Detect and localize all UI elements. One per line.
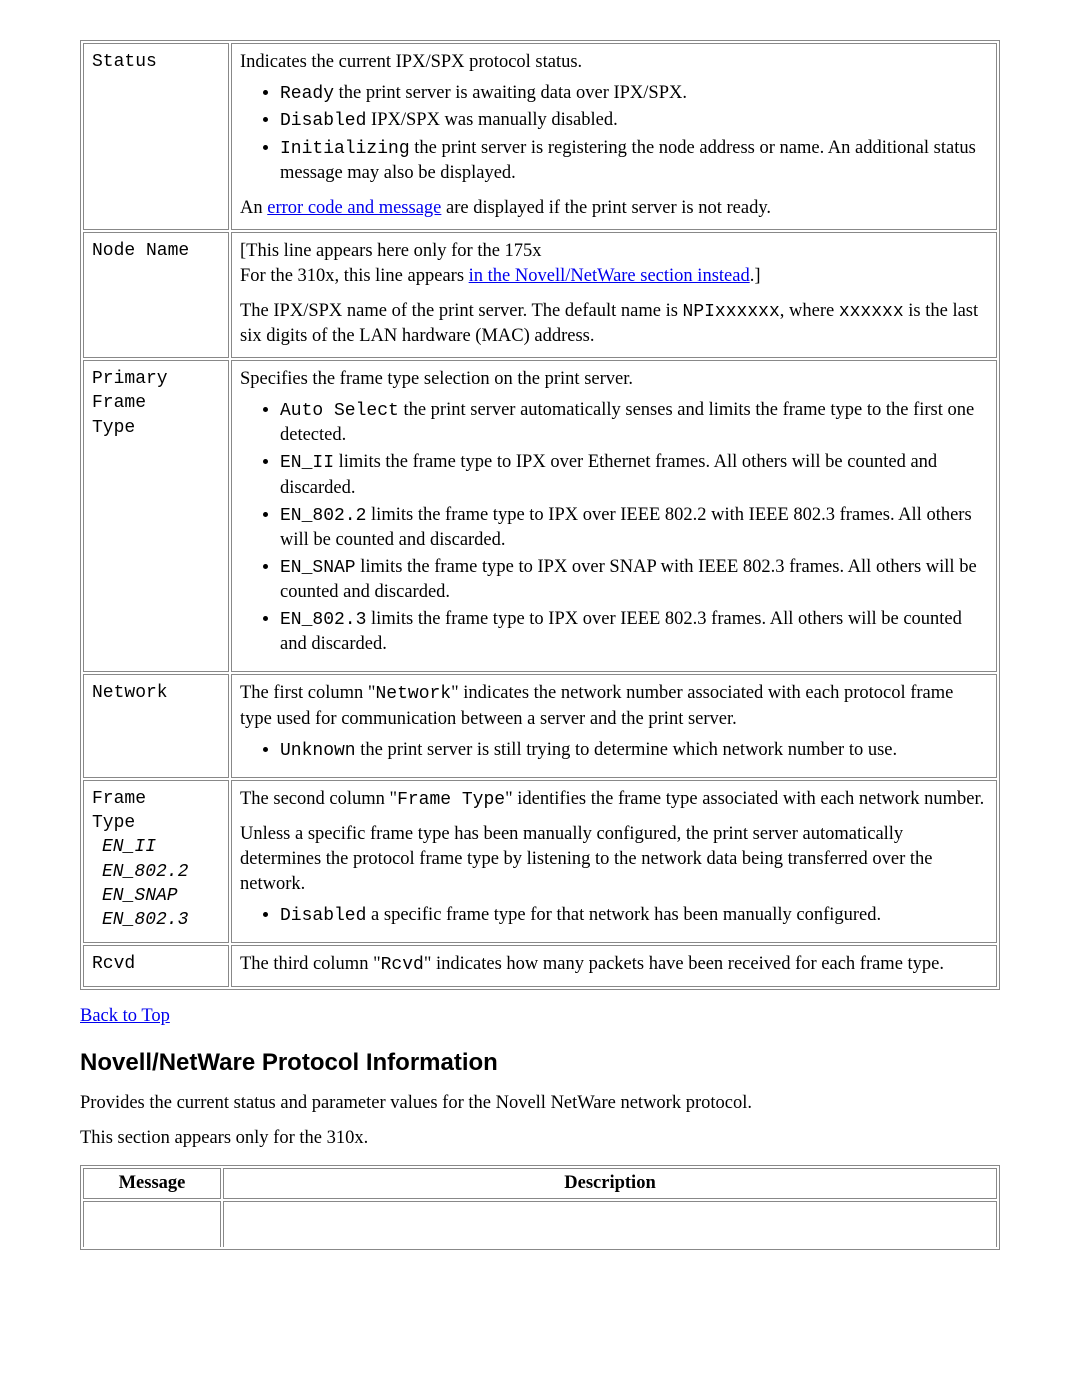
novell-section-link[interactable]: in the Novell/NetWare section instead xyxy=(469,266,750,286)
term-cell: Primary Frame Type xyxy=(83,360,229,672)
table-row: Node Name [This line appears here only f… xyxy=(83,232,997,358)
list-item: Initializing the print server is registe… xyxy=(280,136,988,186)
table-row: Primary Frame Type Specifies the frame t… xyxy=(83,360,997,672)
back-to-top-wrap: Back to Top xyxy=(80,1006,1000,1027)
list-item: Unknown the print server is still trying… xyxy=(280,738,988,763)
desc-intro: Specifies the frame type selection on th… xyxy=(240,369,633,389)
table-row xyxy=(83,1201,997,1247)
novell-para-1: Provides the current status and paramete… xyxy=(80,1091,1000,1116)
novell-heading: Novell/NetWare Protocol Information xyxy=(80,1049,1000,1077)
footer-pre: An xyxy=(240,198,267,218)
list-item: EN_802.3 limits the frame type to IPX ov… xyxy=(280,607,988,657)
novell-message-table: Message Description xyxy=(80,1165,1000,1250)
status-footer: An error code and message are displayed … xyxy=(240,196,988,221)
ipx-spx-table: Status Indicates the current IPX/SPX pro… xyxy=(80,40,1000,990)
code-term: Ready xyxy=(280,84,334,104)
frame-type-list: Auto Select the print server automatical… xyxy=(240,398,988,657)
col-header-message: Message xyxy=(83,1168,221,1199)
term-line: Primary xyxy=(92,369,168,389)
list-item: Disabled a specific frame type for that … xyxy=(280,903,988,928)
term-sub: EN_802.2 xyxy=(92,860,220,884)
code-term: Initializing xyxy=(280,139,410,159)
status-list: Ready the print server is awaiting data … xyxy=(240,81,988,186)
desc-pre: The third column " xyxy=(240,954,381,974)
code-term: Rcvd xyxy=(381,955,424,975)
list-text: limits the frame type to IPX over IEEE 8… xyxy=(280,609,962,654)
list-text: limits the frame type to IPX over SNAP w… xyxy=(280,557,977,602)
network-list: Unknown the print server is still trying… xyxy=(240,738,988,763)
table-row: Frame Type EN_II EN_802.2 EN_SNAP EN_802… xyxy=(83,780,997,944)
list-text: limits the frame type to IPX over IEEE 8… xyxy=(280,505,972,550)
code-term: Auto Select xyxy=(280,401,399,421)
novell-para-2: This section appears only for the 310x. xyxy=(80,1126,1000,1151)
desc-cell: The second column "Frame Type" identifie… xyxy=(231,780,997,944)
frame-type-desc-list: Disabled a specific frame type for that … xyxy=(240,903,988,928)
node-p2: The IPX/SPX name of the print server. Th… xyxy=(240,299,988,349)
term-cell: Rcvd xyxy=(83,945,229,986)
code-term: xxxxxx xyxy=(839,302,904,322)
table-header-row: Message Description xyxy=(83,1168,997,1199)
term-line: Type xyxy=(92,813,135,833)
code-term: EN_802.3 xyxy=(280,610,366,630)
node-p1-post: .] xyxy=(750,266,761,286)
desc-cell: Specifies the frame type selection on th… xyxy=(231,360,997,672)
term-sub: EN_SNAP xyxy=(92,884,220,908)
code-term: Disabled xyxy=(280,906,366,926)
code-term: Frame Type xyxy=(397,790,505,810)
list-text: the print server is still trying to dete… xyxy=(356,740,898,760)
desc-p1-post: " identifies the frame type associated w… xyxy=(505,789,984,809)
page-content: Status Indicates the current IPX/SPX pro… xyxy=(0,0,1080,1290)
code-term: Unknown xyxy=(280,741,356,761)
desc-intro: Indicates the current IPX/SPX protocol s… xyxy=(240,52,582,72)
desc-pre: The first column " xyxy=(240,683,375,703)
list-item: EN_SNAP limits the frame type to IPX ove… xyxy=(280,555,988,605)
desc-cell: The first column "Network" indicates the… xyxy=(231,674,997,778)
desc-cell: The third column "Rcvd" indicates how ma… xyxy=(231,945,997,986)
node-p1-pre: [This line appears here only for the 175… xyxy=(240,241,542,261)
list-text: limits the frame type to IPX over Ethern… xyxy=(280,452,937,497)
code-term: EN_802.2 xyxy=(280,506,366,526)
term-line: Frame xyxy=(92,789,146,809)
code-term: Disabled xyxy=(280,111,366,131)
frame-type-p2: Unless a specific frame type has been ma… xyxy=(240,822,988,897)
code-term: EN_SNAP xyxy=(280,558,356,578)
table-row: Status Indicates the current IPX/SPX pro… xyxy=(83,43,997,230)
desc-cell xyxy=(223,1201,997,1247)
msg-cell xyxy=(83,1201,221,1247)
desc-cell: [This line appears here only for the 175… xyxy=(231,232,997,358)
term-line: Frame xyxy=(92,393,146,413)
term-cell: Network xyxy=(83,674,229,778)
table-row: Rcvd The third column "Rcvd" indicates h… xyxy=(83,945,997,986)
term-cell: Status xyxy=(83,43,229,230)
back-to-top-link[interactable]: Back to Top xyxy=(80,1006,170,1026)
col-header-description: Description xyxy=(223,1168,997,1199)
term-sub: EN_802.3 xyxy=(92,908,220,932)
list-item: Disabled IPX/SPX was manually disabled. xyxy=(280,108,988,133)
term-line: Type xyxy=(92,418,135,438)
list-text: a specific frame type for that network h… xyxy=(366,905,881,925)
list-item: EN_802.2 limits the frame type to IPX ov… xyxy=(280,503,988,553)
term-cell: Frame Type EN_II EN_802.2 EN_SNAP EN_802… xyxy=(83,780,229,944)
table-row: Network The first column "Network" indic… xyxy=(83,674,997,778)
node-p2-pre: The IPX/SPX name of the print server. Th… xyxy=(240,301,683,321)
term-sub: EN_II xyxy=(92,835,220,859)
list-text: IPX/SPX was manually disabled. xyxy=(366,110,617,130)
code-term: EN_II xyxy=(280,453,334,473)
list-text: the print server is awaiting data over I… xyxy=(334,83,687,103)
node-p1-br: For the 310x, this line appears xyxy=(240,266,469,286)
footer-post: are displayed if the print server is not… xyxy=(441,198,771,218)
term-cell: Node Name xyxy=(83,232,229,358)
list-item: Auto Select the print server automatical… xyxy=(280,398,988,448)
code-term: NPIxxxxxx xyxy=(683,302,780,322)
list-item: Ready the print server is awaiting data … xyxy=(280,81,988,106)
desc-p1-pre: The second column " xyxy=(240,789,397,809)
node-p2-mid: , where xyxy=(780,301,839,321)
code-term: Network xyxy=(375,684,451,704)
list-item: EN_II limits the frame type to IPX over … xyxy=(280,450,988,500)
error-code-link[interactable]: error code and message xyxy=(267,198,441,218)
desc-post: " indicates how many packets have been r… xyxy=(424,954,944,974)
desc-cell: Indicates the current IPX/SPX protocol s… xyxy=(231,43,997,230)
